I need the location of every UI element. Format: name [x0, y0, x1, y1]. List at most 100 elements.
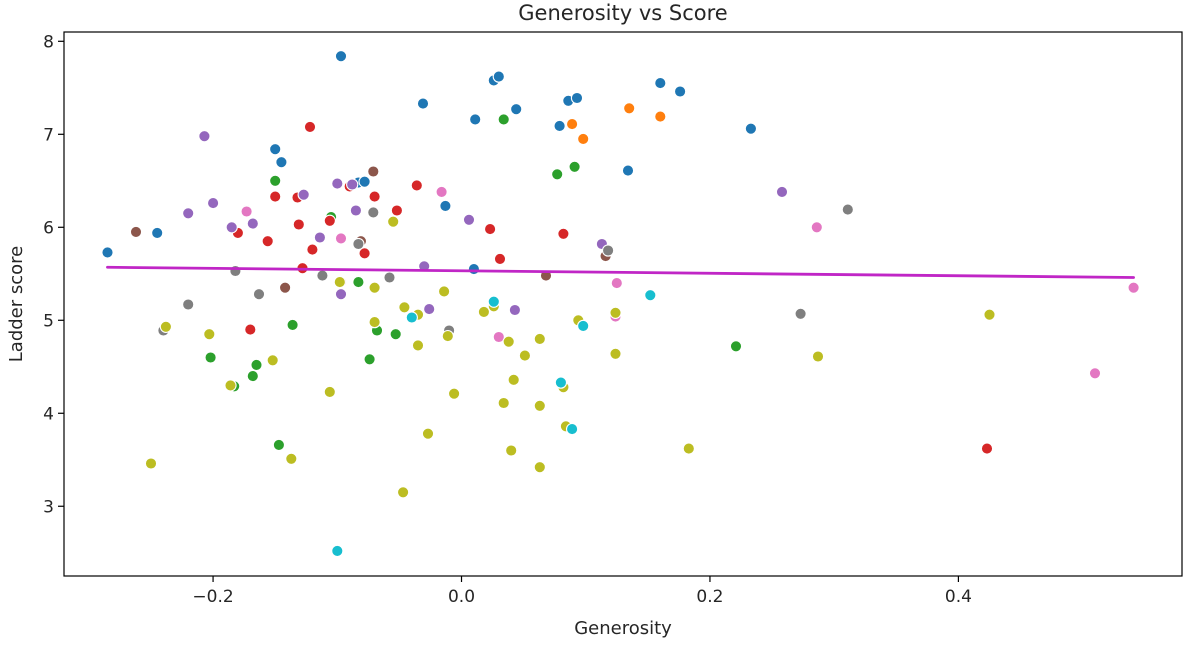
data-point [204, 351, 217, 364]
data-point [811, 350, 825, 363]
data-point [497, 113, 510, 126]
data-point [621, 164, 635, 177]
data-point [477, 305, 491, 319]
data-point [729, 340, 743, 353]
data-point [285, 452, 298, 465]
data-point [447, 387, 461, 400]
x-tick-label: 0.4 [945, 587, 972, 607]
data-point [206, 196, 220, 210]
data-point [533, 332, 546, 346]
data-point [507, 373, 520, 386]
data-point [313, 231, 327, 244]
data-point [502, 335, 515, 348]
data-point [261, 235, 274, 248]
data-point [441, 329, 454, 343]
data-point [505, 444, 518, 457]
data-point [775, 185, 789, 199]
data-point [654, 110, 667, 123]
y-axis: 3 4 5 6 7 8 [43, 32, 64, 517]
chart-title: Generosity vs Score [518, 1, 727, 25]
data-point [557, 227, 570, 240]
data-point [244, 323, 257, 336]
data-point [367, 165, 380, 178]
trend-line [106, 265, 1135, 279]
data-point [383, 271, 396, 284]
data-point [331, 544, 344, 558]
x-axis-label: Generosity [574, 618, 672, 639]
x-axis: −0.2 0.0 0.2 0.4 [192, 576, 972, 607]
data-point [396, 486, 410, 499]
x-tick-label: 0.2 [696, 587, 723, 607]
data-point [144, 457, 158, 470]
data-point [841, 203, 854, 216]
data-point [744, 122, 758, 135]
data-point [292, 218, 305, 231]
data-point [390, 204, 404, 217]
data-point [492, 330, 505, 344]
data-point [565, 117, 579, 131]
data-point [577, 132, 590, 146]
data-point [182, 298, 195, 311]
data-point [810, 221, 823, 234]
data-point [493, 252, 507, 266]
data-point [266, 354, 279, 367]
data-point [568, 160, 581, 173]
data-point [554, 376, 568, 389]
data-point [129, 225, 143, 239]
data-point [398, 301, 411, 314]
y-tick-label: 6 [43, 218, 54, 238]
data-point [469, 113, 482, 126]
data-point [349, 204, 363, 217]
data-point [673, 85, 687, 98]
data-point [462, 213, 476, 226]
data-point [151, 226, 164, 240]
data-point [101, 246, 114, 259]
data-point [416, 97, 430, 110]
data-point [518, 349, 532, 362]
data-point [565, 422, 579, 436]
data-point [609, 306, 622, 319]
data-point [352, 275, 365, 289]
data-point [577, 319, 590, 333]
data-point [252, 288, 266, 301]
data-point [198, 130, 211, 143]
data-point [610, 276, 623, 290]
data-point [225, 221, 238, 234]
data-point [316, 269, 329, 282]
data-point [654, 76, 667, 90]
data-point [497, 396, 510, 410]
data-point [367, 206, 380, 219]
data-point [405, 311, 418, 324]
data-points [101, 50, 1140, 558]
data-point [533, 461, 546, 474]
data-point [323, 214, 336, 227]
data-point [203, 328, 216, 341]
data-point [331, 177, 344, 190]
data-point [246, 369, 259, 383]
data-point [508, 303, 522, 317]
y-tick-label: 4 [43, 404, 54, 424]
data-point [623, 102, 636, 115]
data-point [334, 50, 348, 63]
data-point [368, 315, 381, 329]
data-point [246, 217, 259, 230]
data-point [334, 288, 348, 301]
data-point [794, 307, 807, 320]
data-point [421, 427, 435, 440]
data-point [269, 190, 282, 203]
data-point [644, 289, 657, 302]
data-point [570, 91, 584, 105]
data-point [533, 399, 546, 412]
data-point [411, 339, 425, 352]
data-point [269, 143, 282, 156]
y-tick-label: 8 [43, 32, 54, 52]
data-point [1127, 281, 1140, 294]
data-point [358, 247, 371, 260]
data-point [333, 275, 346, 289]
data-point [483, 222, 497, 236]
data-point [159, 320, 173, 333]
data-point [275, 156, 288, 169]
data-point [1088, 367, 1102, 380]
y-tick-label: 7 [43, 125, 54, 145]
